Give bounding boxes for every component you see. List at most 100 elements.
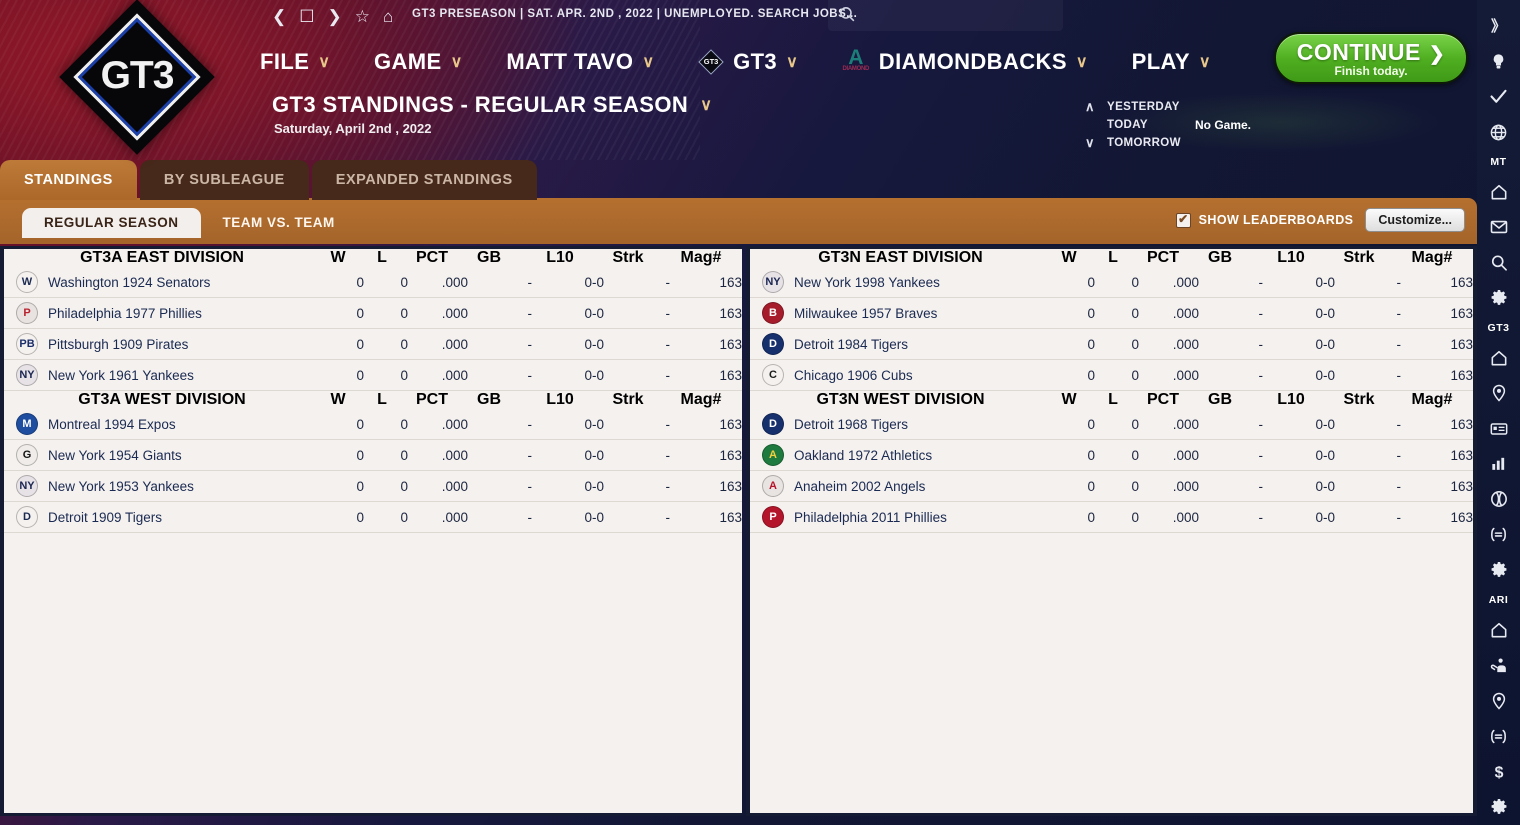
table-row[interactable]: C Chicago 1906 Cubs 0 0.000-0-0-163 — [750, 359, 1473, 391]
sidebar-item-gt3-card[interactable] — [1477, 411, 1520, 446]
tab-team-vs-team[interactable]: TEAM VS. TEAM — [222, 215, 335, 230]
column-header-mag[interactable]: Mag# — [680, 391, 722, 408]
team-name-link[interactable]: New York 1953 Yankees — [48, 478, 194, 494]
table-row[interactable]: G New York 1954 Giants 0 0.000-0-0-163 — [4, 439, 742, 471]
schedule-row-tomorrow[interactable]: ∨ TOMORROW — [1085, 134, 1415, 152]
column-header-l10[interactable]: L10 — [1277, 249, 1305, 266]
search-input[interactable] — [828, 0, 1063, 31]
column-header-l[interactable]: L — [377, 249, 387, 266]
table-row[interactable]: M Montreal 1994 Expos 0 0.000-0-0-163 — [4, 409, 742, 440]
column-header-mag[interactable]: Mag# — [1411, 391, 1453, 408]
team-name-link[interactable]: Anaheim 2002 Angels — [794, 478, 926, 494]
table-row[interactable]: NY New York 1998 Yankees 0 0.000-0-0-163 — [750, 267, 1473, 298]
sidebar-item-lightbulb[interactable] — [1477, 43, 1520, 78]
team-name-link[interactable]: Detroit 1909 Tigers — [48, 509, 163, 525]
table-row[interactable]: A Anaheim 2002 Angels 0 0.000-0-0-163 — [750, 470, 1473, 502]
column-header-l[interactable]: L — [377, 391, 387, 408]
column-header-strk[interactable]: Strk — [612, 391, 644, 408]
home-icon[interactable]: ⌂ — [383, 6, 394, 26]
sidebar-item-ari-settings[interactable] — [1477, 790, 1520, 825]
sidebar-item-ari-transactions[interactable] — [1477, 719, 1520, 754]
team-name-link[interactable]: New York 1998 Yankees — [794, 274, 940, 290]
column-header-gb[interactable]: GB — [1208, 249, 1232, 266]
sidebar-item-gt3-pin[interactable] — [1477, 375, 1520, 410]
column-header-l10[interactable]: L10 — [546, 249, 574, 266]
column-header-w[interactable]: W — [1061, 391, 1077, 408]
team-name-link[interactable]: Oakland 1972 Athletics — [794, 447, 933, 463]
tab-standings[interactable]: STANDINGS — [0, 160, 137, 200]
table-row[interactable]: NY New York 1953 Yankees 0 0.000-0-0-163 — [4, 470, 742, 502]
sidebar-item-ari-pin[interactable] — [1477, 683, 1520, 718]
chevron-up-icon[interactable]: ∧ — [1085, 99, 1095, 114]
sidebar-item-mt-home[interactable] — [1477, 174, 1520, 209]
team-name-link[interactable]: Washington 1924 Senators — [48, 274, 211, 290]
menu-file[interactable]: FILE ∨ — [260, 49, 330, 75]
team-name-link[interactable]: Milwaukee 1957 Braves — [794, 305, 938, 321]
tab-regular-season[interactable]: REGULAR SEASON — [22, 208, 201, 238]
column-header-strk[interactable]: Strk — [1343, 249, 1375, 266]
collapse-sidebar-button[interactable]: 》 — [1477, 8, 1520, 43]
tab-by-subleague[interactable]: BY SUBLEAGUE — [139, 160, 309, 200]
column-header-w[interactable]: W — [1061, 249, 1077, 266]
customize-button[interactable]: Customize... — [1365, 208, 1465, 232]
table-row[interactable]: D Detroit 1968 Tigers 0 0.000-0-0-163 — [750, 409, 1473, 440]
table-row[interactable]: W Washington 1924 Senators 0 0.000-0-0-163 — [4, 267, 742, 298]
column-header-strk[interactable]: Strk — [1343, 391, 1375, 408]
column-header-pct[interactable]: PCT — [416, 249, 448, 266]
column-header-l[interactable]: L — [1108, 249, 1118, 266]
column-header-pct[interactable]: PCT — [1147, 391, 1179, 408]
back-icon[interactable]: ❮ — [272, 6, 287, 26]
column-header-mag[interactable]: Mag# — [680, 249, 722, 266]
team-name-link[interactable]: New York 1961 Yankees — [48, 367, 194, 383]
table-row[interactable]: D Detroit 1984 Tigers 0 0.000-0-0-163 — [750, 328, 1473, 360]
sidebar-item-gt3-settings[interactable] — [1477, 553, 1520, 588]
team-name-link[interactable]: Philadelphia 1977 Phillies — [48, 305, 202, 321]
table-row[interactable]: NY New York 1961 Yankees 0 0.000-0-0-163 — [4, 359, 742, 391]
team-name-link[interactable]: Philadelphia 2011 Phillies — [794, 509, 947, 525]
sidebar-item-gt3-baseball[interactable] — [1477, 482, 1520, 517]
team-name-link[interactable]: Montreal 1994 Expos — [48, 416, 176, 432]
column-header-gb[interactable]: GB — [477, 391, 501, 408]
sidebar-item-check[interactable] — [1477, 79, 1520, 114]
column-header-pct[interactable]: PCT — [416, 391, 448, 408]
forward-icon[interactable]: ❯ — [327, 6, 342, 26]
column-header-l10[interactable]: L10 — [546, 391, 574, 408]
menu-play[interactable]: PLAY ∨ — [1132, 49, 1211, 75]
team-name-link[interactable]: Detroit 1984 Tigers — [794, 336, 909, 352]
sidebar-item-globe[interactable] — [1477, 114, 1520, 149]
table-row[interactable]: P Philadelphia 2011 Phillies 0 0.000-0-0-16… — [750, 501, 1473, 533]
table-row[interactable]: D Detroit 1909 Tigers 0 0.000-0-0-163 — [4, 501, 742, 533]
schedule-row-yesterday[interactable]: ∧ YESTERDAY — [1085, 98, 1415, 116]
column-header-w[interactable]: W — [330, 391, 346, 408]
column-header-gb[interactable]: GB — [1208, 391, 1232, 408]
sidebar-item-mt-settings[interactable] — [1477, 280, 1520, 315]
team-name-link[interactable]: Chicago 1906 Cubs — [794, 367, 913, 383]
sidebar-item-search[interactable] — [1477, 245, 1520, 280]
team-name-link[interactable]: New York 1954 Giants — [48, 447, 182, 463]
sidebar-item-ari-coach[interactable] — [1477, 648, 1520, 683]
show-leaderboards-checkbox[interactable]: SHOW LEADERBOARDS — [1175, 212, 1354, 228]
column-header-gb[interactable]: GB — [477, 249, 501, 266]
page-title[interactable]: GT3 STANDINGS - REGULAR SEASON ∨ — [272, 92, 712, 118]
menu-matt-tavo[interactable]: MATT TAVO ∨ — [506, 49, 654, 75]
sidebar-item-gt3-transactions[interactable] — [1477, 517, 1520, 552]
tab-expanded-standings[interactable]: EXPANDED STANDINGS — [311, 160, 537, 200]
table-row[interactable]: P Philadelphia 1977 Phillies 0 0.000-0-0-16… — [4, 297, 742, 329]
sidebar-item-ari-home[interactable] — [1477, 612, 1520, 647]
sidebar-item-ari-finances[interactable]: $ — [1477, 754, 1520, 789]
column-header-strk[interactable]: Strk — [612, 249, 644, 266]
column-header-l[interactable]: L — [1108, 391, 1118, 408]
menu-game[interactable]: GAME ∨ — [374, 49, 462, 75]
column-header-mag[interactable]: Mag# — [1411, 249, 1453, 266]
table-row[interactable]: PB Pittsburgh 1909 Pirates 0 0.000-0-0-163 — [4, 328, 742, 360]
column-header-w[interactable]: W — [330, 249, 346, 266]
chevron-down-icon[interactable]: ∨ — [1085, 135, 1095, 150]
menu-diamondbacks[interactable]: A DIAMOND DIAMONDBACKS ∨ — [842, 47, 1087, 76]
star-icon[interactable]: ☆ — [354, 6, 370, 26]
schedule-row-today[interactable]: TODAY No Game. — [1085, 116, 1415, 134]
column-header-pct[interactable]: PCT — [1147, 249, 1179, 266]
table-row[interactable]: B Milwaukee 1957 Braves 0 0.000-0-0-163 — [750, 297, 1473, 329]
sidebar-item-gt3-stats[interactable] — [1477, 446, 1520, 481]
team-name-link[interactable]: Pittsburgh 1909 Pirates — [48, 336, 189, 352]
sidebar-item-mail[interactable] — [1477, 209, 1520, 244]
